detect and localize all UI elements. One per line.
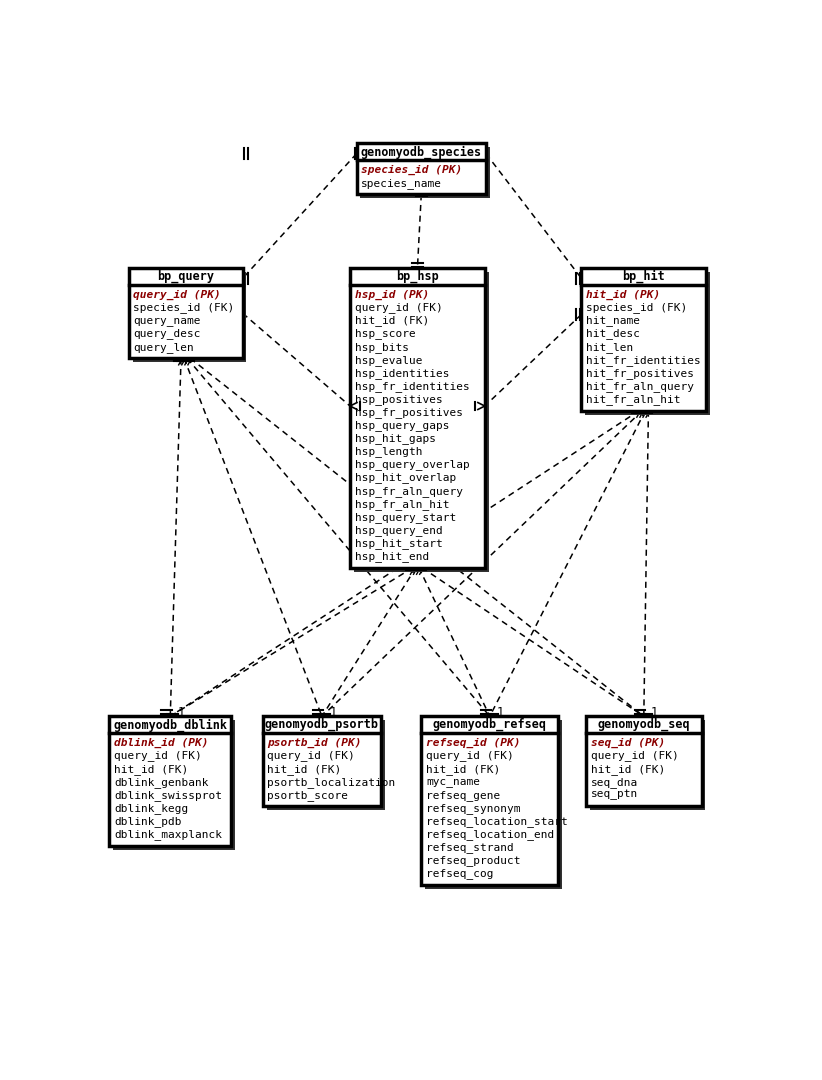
Text: bp_hsp: bp_hsp — [396, 270, 439, 283]
Text: genomyodb_dblink: genomyodb_dblink — [113, 718, 227, 731]
Bar — [425, 720, 562, 889]
Text: hsp_query_end: hsp_query_end — [354, 525, 442, 536]
Text: dblink_pdb: dblink_pdb — [114, 816, 182, 827]
Text: hsp_positives: hsp_positives — [354, 394, 442, 405]
Bar — [109, 716, 231, 846]
Text: hsp_length: hsp_length — [354, 446, 423, 457]
Text: genomyodb_psortb: genomyodb_psortb — [265, 718, 379, 731]
Text: hit_desc: hit_desc — [586, 328, 640, 339]
Text: myc_name: myc_name — [426, 778, 480, 787]
Text: hit_id (FK): hit_id (FK) — [114, 764, 188, 774]
Text: refseq_product: refseq_product — [426, 855, 520, 866]
Text: species_id (PK): species_id (PK) — [361, 165, 463, 175]
Bar — [360, 147, 490, 198]
Text: refseq_synonym: refseq_synonym — [426, 802, 520, 814]
Text: hsp_hit_gaps: hsp_hit_gaps — [354, 433, 436, 444]
Text: genomyodb_seq: genomyodb_seq — [598, 718, 690, 731]
Bar — [129, 268, 242, 359]
Text: seq_dna: seq_dna — [591, 777, 638, 787]
Text: hsp_bits: hsp_bits — [354, 341, 409, 352]
Bar — [586, 716, 701, 807]
Text: query_id (FK): query_id (FK) — [426, 751, 514, 761]
Text: refseq_strand: refseq_strand — [426, 842, 514, 853]
Text: hsp_hit_end: hsp_hit_end — [354, 551, 429, 562]
Text: hsp_hit_start: hsp_hit_start — [354, 538, 442, 549]
Text: species_id (FK): species_id (FK) — [133, 302, 234, 313]
Text: hit_name: hit_name — [586, 315, 640, 326]
Text: psortb_score: psortb_score — [267, 789, 349, 800]
Bar — [581, 268, 706, 410]
Text: psortb_id (PK): psortb_id (PK) — [267, 738, 362, 748]
Text: hsp_query_overlap: hsp_query_overlap — [354, 459, 469, 471]
Text: hit_fr_positives: hit_fr_positives — [586, 368, 694, 379]
Bar — [590, 720, 705, 810]
Text: refseq_id (PK): refseq_id (PK) — [426, 738, 520, 748]
Text: dblink_maxplanck: dblink_maxplanck — [114, 829, 222, 840]
Text: query_id (FK): query_id (FK) — [354, 302, 442, 313]
Text: bp_hit: bp_hit — [622, 270, 665, 283]
Text: hsp_score: hsp_score — [354, 328, 415, 339]
Bar — [357, 144, 486, 194]
Text: hsp_fr_aln_hit: hsp_fr_aln_hit — [354, 499, 449, 510]
Text: seq_ptn: seq_ptn — [591, 791, 638, 800]
Text: 1: 1 — [329, 706, 336, 719]
Text: 1: 1 — [178, 706, 185, 719]
Text: hsp_fr_identities: hsp_fr_identities — [354, 381, 469, 392]
Text: species_name: species_name — [361, 178, 442, 189]
Text: hsp_fr_positives: hsp_fr_positives — [354, 407, 463, 418]
Text: hsp_fr_aln_query: hsp_fr_aln_query — [354, 486, 463, 497]
Text: hsp_identities: hsp_identities — [354, 368, 449, 379]
Text: refseq_cog: refseq_cog — [426, 868, 493, 879]
Text: query_len: query_len — [133, 341, 194, 352]
Text: bp_query: bp_query — [157, 270, 215, 283]
Text: query_id (FK): query_id (FK) — [591, 751, 678, 761]
Text: hsp_query_gaps: hsp_query_gaps — [354, 420, 449, 431]
Text: hit_fr_aln_query: hit_fr_aln_query — [586, 381, 694, 392]
Text: genomyodb_refseq: genomyodb_refseq — [433, 718, 547, 731]
Text: refseq_location_start: refseq_location_start — [426, 816, 568, 827]
Text: query_desc: query_desc — [133, 328, 201, 339]
Text: species_id (FK): species_id (FK) — [586, 302, 687, 313]
Bar — [113, 720, 235, 850]
Text: query_id (FK): query_id (FK) — [114, 751, 201, 761]
Text: hit_fr_identities: hit_fr_identities — [586, 354, 701, 366]
Text: hsp_query_start: hsp_query_start — [354, 512, 456, 523]
Bar — [422, 716, 558, 885]
Text: psortb_localization: psortb_localization — [267, 777, 395, 787]
Text: dblink_swissprot: dblink_swissprot — [114, 789, 222, 800]
Text: seq_id (PK): seq_id (PK) — [591, 738, 665, 748]
Text: hit_fr_aln_hit: hit_fr_aln_hit — [586, 394, 681, 405]
Bar — [266, 720, 385, 810]
Text: hsp_id (PK): hsp_id (PK) — [354, 289, 429, 300]
Text: query_name: query_name — [133, 316, 201, 326]
Text: hsp_hit_overlap: hsp_hit_overlap — [354, 473, 456, 484]
Bar — [350, 268, 485, 568]
Text: query_id (FK): query_id (FK) — [267, 751, 355, 761]
Text: hit_id (FK): hit_id (FK) — [591, 764, 665, 774]
Text: hsp_evalue: hsp_evalue — [354, 354, 423, 366]
Text: hit_len: hit_len — [586, 341, 633, 352]
Bar — [354, 272, 488, 571]
Text: dblink_id (PK): dblink_id (PK) — [114, 738, 209, 748]
Text: hit_id (FK): hit_id (FK) — [354, 315, 429, 326]
Text: refseq_location_end: refseq_location_end — [426, 829, 554, 840]
Text: dblink_genbank: dblink_genbank — [114, 777, 209, 787]
Text: dblink_kegg: dblink_kegg — [114, 802, 188, 814]
Text: refseq_gene: refseq_gene — [426, 789, 500, 800]
Text: 1: 1 — [651, 706, 658, 719]
Bar — [585, 272, 710, 415]
Text: genomyodb_species: genomyodb_species — [361, 145, 482, 159]
Bar — [263, 716, 381, 807]
Text: 1: 1 — [497, 706, 504, 719]
Text: hit_id (PK): hit_id (PK) — [586, 289, 660, 300]
Text: hit_id (FK): hit_id (FK) — [267, 764, 341, 774]
Text: query_id (PK): query_id (PK) — [133, 289, 221, 300]
Text: hit_id (FK): hit_id (FK) — [426, 764, 500, 774]
Bar — [132, 272, 247, 362]
